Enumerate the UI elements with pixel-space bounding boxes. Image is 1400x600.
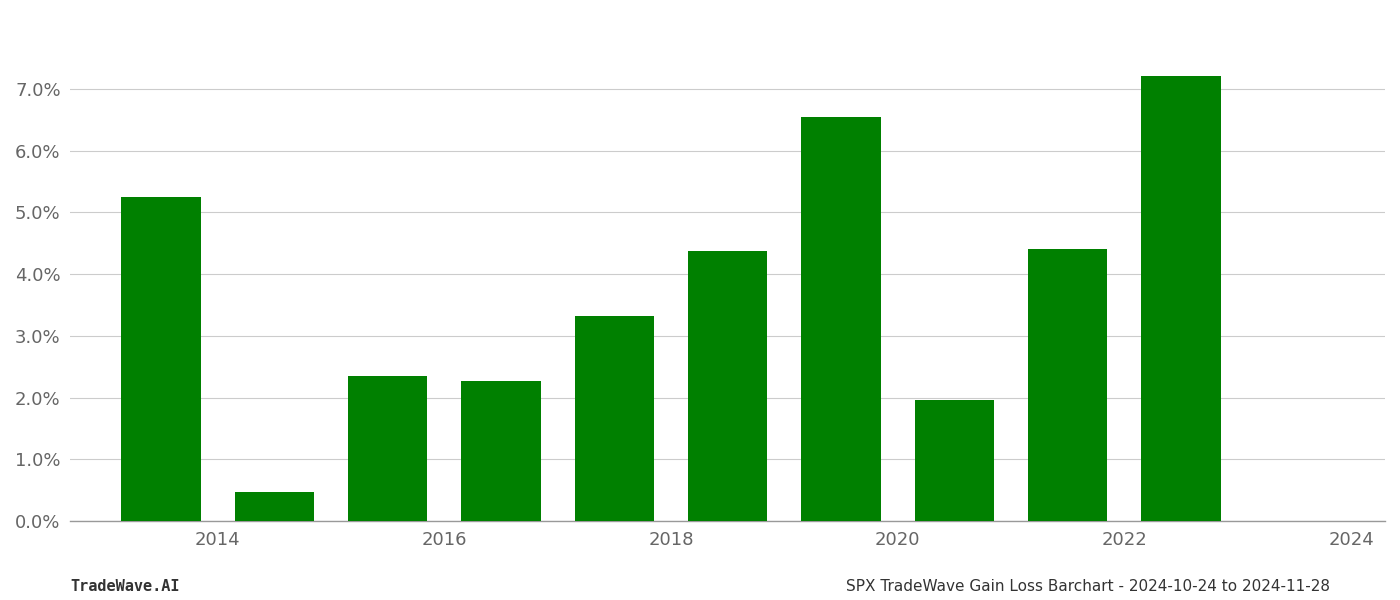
- Bar: [462, 381, 540, 521]
- Bar: [349, 376, 427, 521]
- Bar: [687, 251, 767, 521]
- Bar: [574, 316, 654, 521]
- Bar: [1028, 250, 1107, 521]
- Bar: [235, 492, 314, 521]
- Bar: [914, 400, 994, 521]
- Bar: [1141, 76, 1221, 521]
- Bar: [801, 116, 881, 521]
- Text: SPX TradeWave Gain Loss Barchart - 2024-10-24 to 2024-11-28: SPX TradeWave Gain Loss Barchart - 2024-…: [846, 579, 1330, 594]
- Bar: [122, 197, 200, 521]
- Text: TradeWave.AI: TradeWave.AI: [70, 579, 179, 594]
